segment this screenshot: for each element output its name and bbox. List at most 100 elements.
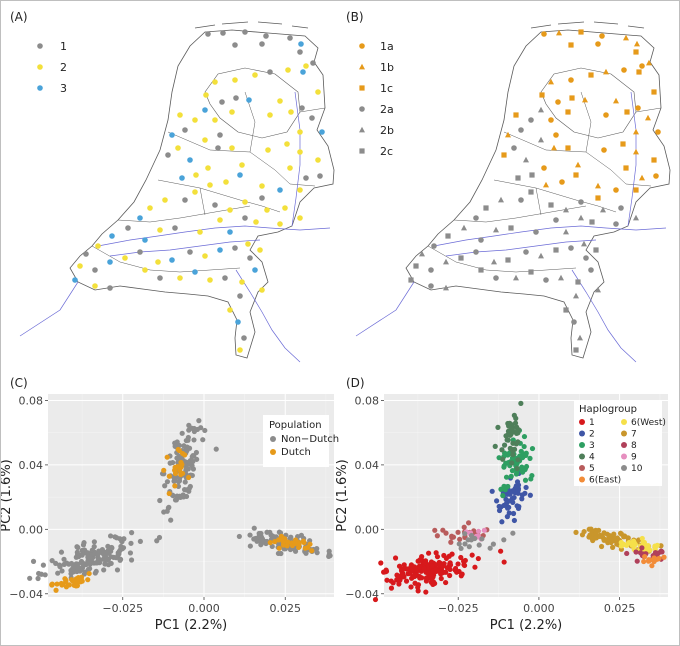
data-point xyxy=(164,454,170,460)
map-point xyxy=(577,334,583,341)
map-point xyxy=(217,132,223,138)
data-point xyxy=(108,560,114,567)
data-point xyxy=(175,479,182,485)
data-point xyxy=(107,533,114,539)
data-point xyxy=(457,536,463,542)
map-point xyxy=(573,172,579,178)
data-point xyxy=(522,490,528,496)
data-point xyxy=(80,564,86,571)
map-point xyxy=(169,132,175,138)
data-point xyxy=(438,575,444,582)
data-point xyxy=(472,535,478,542)
map-point xyxy=(651,89,657,95)
map-point xyxy=(505,257,511,263)
data-point xyxy=(105,548,111,554)
map-island xyxy=(557,21,585,25)
map-point xyxy=(125,225,131,231)
data-point xyxy=(267,540,273,546)
data-point xyxy=(157,497,163,504)
map-point xyxy=(633,214,639,221)
data-point xyxy=(494,498,500,504)
map-point xyxy=(553,217,559,223)
map-point xyxy=(197,229,203,235)
data-point xyxy=(507,445,513,451)
map-point xyxy=(595,182,601,189)
map-point xyxy=(548,78,554,85)
data-point xyxy=(378,560,384,566)
data-point xyxy=(639,545,645,551)
map-point xyxy=(548,202,554,208)
map-point xyxy=(95,243,101,249)
map-point xyxy=(267,112,273,118)
legend-d-key xyxy=(621,453,627,460)
data-point xyxy=(102,561,108,567)
data-point xyxy=(49,558,55,564)
data-point xyxy=(83,561,89,568)
map-point xyxy=(207,182,213,188)
data-point xyxy=(101,567,107,573)
map-lake xyxy=(204,67,301,139)
data-point xyxy=(292,548,299,554)
map-point xyxy=(501,152,507,158)
map-point xyxy=(541,165,547,171)
data-point xyxy=(455,561,461,567)
data-point xyxy=(649,563,655,569)
map-point xyxy=(297,49,303,55)
map-point xyxy=(202,137,208,143)
map-point xyxy=(142,237,148,243)
data-point xyxy=(267,529,273,536)
map-point xyxy=(573,347,579,353)
data-point xyxy=(247,543,253,549)
map-point xyxy=(528,189,534,195)
data-point xyxy=(251,525,257,531)
data-point xyxy=(309,548,315,554)
map-point xyxy=(646,59,652,66)
data-point xyxy=(505,431,511,437)
data-point xyxy=(326,548,332,554)
map-province-line xyxy=(503,131,652,187)
map-point xyxy=(624,109,630,115)
map-point xyxy=(588,267,594,273)
data-point xyxy=(101,552,107,558)
panel-label-b: (B) xyxy=(346,10,364,24)
map-point xyxy=(242,215,248,221)
data-point xyxy=(455,529,461,535)
map-point xyxy=(523,249,529,255)
map-point xyxy=(563,307,569,313)
map-point xyxy=(310,60,316,66)
data-point xyxy=(507,490,513,496)
legend-b-label: 1c xyxy=(380,82,393,95)
data-point xyxy=(614,541,620,547)
data-point xyxy=(504,505,511,511)
map-point xyxy=(645,114,651,121)
map-point xyxy=(263,33,269,39)
data-point xyxy=(428,576,435,582)
map-point xyxy=(265,147,271,153)
data-point xyxy=(302,545,308,551)
legend-b-key xyxy=(359,126,365,133)
map-point xyxy=(518,127,524,133)
map-river xyxy=(97,225,331,247)
x-tick-label: −0.025 xyxy=(102,602,143,615)
data-point xyxy=(429,563,435,569)
map-point xyxy=(219,99,225,105)
data-point xyxy=(498,548,504,554)
map-point xyxy=(555,99,561,105)
data-point xyxy=(501,537,507,543)
data-point xyxy=(462,557,468,564)
map-point xyxy=(217,217,223,223)
map-point xyxy=(229,145,235,151)
data-point xyxy=(276,545,282,551)
legend-c-label: Non−Dutch xyxy=(281,434,339,445)
data-point xyxy=(196,418,202,424)
map-point xyxy=(239,162,245,168)
data-point xyxy=(500,456,506,462)
map-point xyxy=(569,95,575,101)
map-point xyxy=(515,175,521,181)
map-point xyxy=(303,175,309,181)
map-point xyxy=(212,117,218,123)
map-point xyxy=(636,69,642,75)
data-point xyxy=(440,527,446,533)
map-point xyxy=(300,69,306,75)
